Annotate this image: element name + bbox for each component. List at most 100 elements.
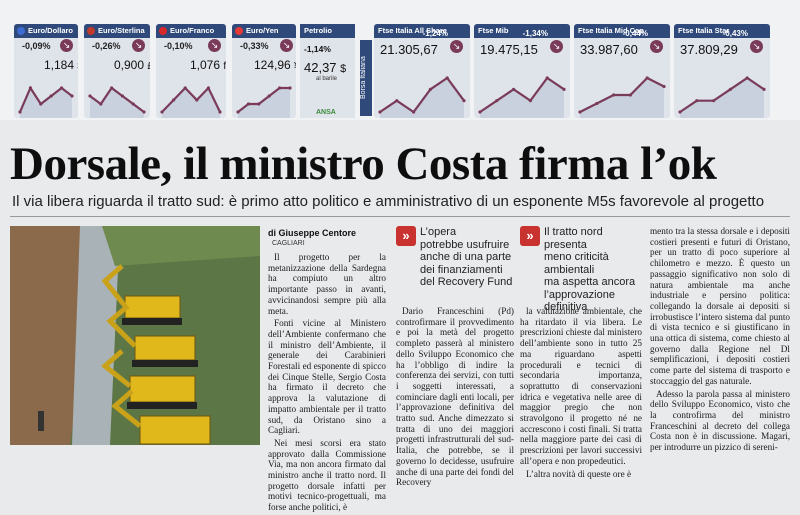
ticker-change: -0,44% <box>622 29 648 38</box>
ticker-change: -0,33% <box>240 41 269 51</box>
ticker-value: 42,37 $ <box>304 60 346 75</box>
paragraph: Nei mesi scorsi era stato approvato dall… <box>268 437 386 513</box>
sparkline-point <box>695 99 699 103</box>
ticker-value-number: 1,076 <box>190 58 221 72</box>
double-chevron-icon: » <box>520 226 540 246</box>
ticker-value: 124,96 ¥ <box>254 58 296 72</box>
ticker-ftse-mid-cap: Ftse Italia Mid Cap -0,44% 33.987,60 ↘ <box>574 24 670 118</box>
ticker-name: Euro/Yen <box>232 24 296 38</box>
ticker-label: Euro/Franco <box>170 26 215 35</box>
sparkline-line <box>89 86 145 113</box>
ticker-unit: £ <box>147 61 150 72</box>
paragraph: la valutazione ambientale, che ha ritard… <box>520 306 642 466</box>
ticker-ftse-mib: Ftse Mib -1,34% 19.475,15 ↘ <box>474 24 570 118</box>
ticker-ftse-all-share: Ftse Italia All Share -1,24% 21.305,67 ↘ <box>374 24 470 118</box>
sparkline-line <box>18 85 73 113</box>
down-arrow-icon: ↘ <box>132 39 145 52</box>
sparkline-point <box>49 94 53 98</box>
ticker-label: Ftse Italia All Share <box>378 26 447 35</box>
paragraph: Dario Franceschini (Pd) controfirmare il… <box>396 306 514 488</box>
pull-quote-1: » L’opera potrebbe usufruire anche di un… <box>396 226 514 289</box>
sparkline-chart <box>160 86 222 118</box>
sparkline-point <box>120 94 124 98</box>
article-column-1: Il progetto per la metanizzazione della … <box>268 252 386 515</box>
sparkline-point <box>257 102 261 106</box>
ticker-unit: ¥ <box>294 61 296 72</box>
sparkline-line <box>579 76 665 113</box>
ticker-name: Ftse Italia All Share -1,24% <box>374 24 470 38</box>
sparkline-point <box>512 87 516 91</box>
sparkline-chart <box>88 86 146 118</box>
sparkline-point <box>678 110 682 114</box>
sparkline-point <box>595 101 599 106</box>
ticker-value: 33.987,60 <box>580 42 638 57</box>
ticker-name: Ftse Italia Star -0,43% <box>674 24 770 38</box>
article-byline: di Giuseppe Centore <box>268 228 357 238</box>
sparkline-point <box>131 102 135 106</box>
double-chevron-icon: » <box>396 226 416 246</box>
down-arrow-icon: ↘ <box>280 39 293 52</box>
ticker-value: 19.475,15 <box>480 42 538 57</box>
sparkline-line <box>237 86 290 113</box>
sparkline-point <box>628 93 632 97</box>
sparkline-point <box>28 86 32 90</box>
sparkline-point <box>246 102 250 106</box>
ticker-name: Ftse Italia Mid Cap -0,44% <box>574 24 670 38</box>
sparkline-point <box>412 110 416 114</box>
down-arrow-icon: ↘ <box>60 39 73 52</box>
sparkline-point <box>612 93 616 97</box>
article-dateline: CAGLIARI <box>272 240 305 247</box>
sparkline-area <box>162 88 220 118</box>
ticker-subtitle: al barile <box>316 76 338 82</box>
sparkline-point <box>745 76 749 80</box>
sparkline-point <box>218 110 222 114</box>
borsa-italiana-label: Borsa Italiana <box>360 40 372 116</box>
ticker-value: 37.809,29 <box>680 42 738 57</box>
article-subhead: Il via libera riguarda il tratto sud: è … <box>12 193 765 210</box>
sparkline-point <box>462 99 466 103</box>
uk-flag-icon <box>87 27 95 35</box>
sparkline-point <box>183 86 187 90</box>
article-column-4: mento tra la stessa dorsale e i depositi… <box>650 226 790 455</box>
sparkline-line <box>161 86 221 113</box>
sparkline-point <box>495 99 499 103</box>
ticker-change: -1,14% <box>304 44 331 54</box>
ticker-name: Euro/Sterlina <box>84 24 150 38</box>
sparkline-chart <box>578 76 666 118</box>
ticker-value: 1,184 $ <box>44 58 78 72</box>
down-arrow-icon: ↘ <box>650 40 663 53</box>
sparkline-point <box>395 99 399 103</box>
ticker-value-number: 0,900 <box>114 58 145 72</box>
ticker-label: Ftse Italia Mid Cap <box>578 26 644 35</box>
ticker-value-number: 124,96 <box>254 58 291 72</box>
ticker-label: Ftse Italia Star <box>678 26 730 35</box>
sparkline-area <box>380 78 464 118</box>
ticker-change: -1,34% <box>522 29 548 38</box>
sparkline-point <box>528 99 532 103</box>
sparkline-point <box>206 86 210 90</box>
ticker-name: Ftse Mib -1,34% <box>474 24 570 38</box>
ticker-unit: fr <box>223 61 226 72</box>
sparkline-chart <box>378 76 466 118</box>
sparkline-chart <box>678 76 766 118</box>
sparkline-point <box>662 84 666 89</box>
ticker-value: 21.305,67 <box>380 42 438 57</box>
japan-flag-icon <box>235 27 243 35</box>
sparkline-chart <box>18 85 74 118</box>
sparkline-line <box>479 76 565 113</box>
sparkline-area <box>90 88 144 118</box>
paragraph: Adesso la parola passa al ministero dell… <box>650 388 790 453</box>
photo-illustration <box>10 226 260 445</box>
sparkline-point <box>18 110 22 114</box>
sparkline-area <box>20 88 72 118</box>
pull-quote-text: L’opera potrebbe usufruire anche di una … <box>420 226 513 288</box>
ticker-change: -0,26% <box>92 41 121 51</box>
down-arrow-icon: ↘ <box>550 40 563 53</box>
sparkline-point <box>172 98 176 102</box>
ticker-label: Euro/Dollaro <box>28 26 74 35</box>
sparkline-point <box>645 76 649 80</box>
sparkline-point <box>288 86 292 90</box>
sparkline-point <box>160 110 164 114</box>
sparkline-point <box>712 99 716 103</box>
swiss-flag-icon <box>159 27 167 35</box>
